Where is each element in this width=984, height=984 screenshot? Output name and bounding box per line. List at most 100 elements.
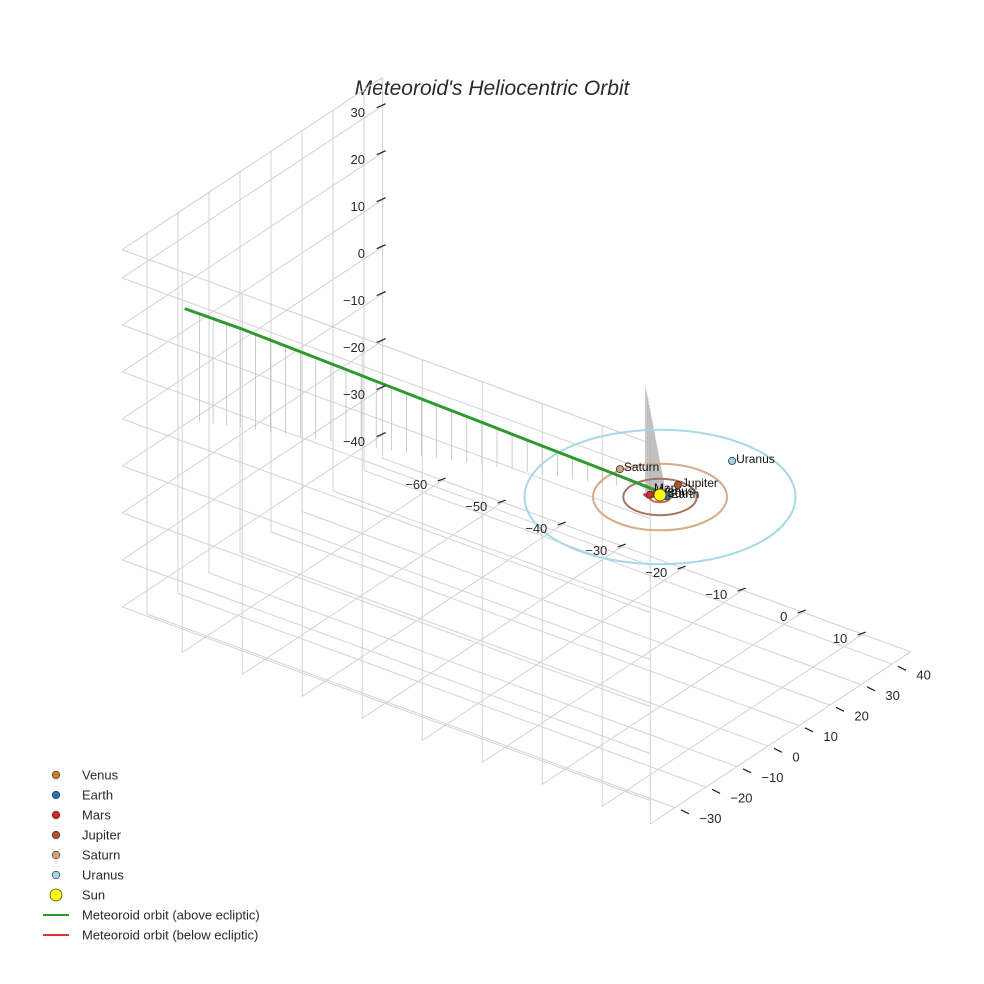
- grid-line: [332, 490, 862, 686]
- grid-line: [208, 572, 738, 768]
- legend-label: Earth: [82, 788, 113, 803]
- tick-mark: [376, 103, 386, 109]
- grid-line: [361, 545, 623, 719]
- tick-label: 10: [823, 729, 837, 744]
- body-label: Uranus: [736, 452, 775, 466]
- legend-swatch: [51, 770, 61, 780]
- tick-label: −10: [705, 587, 727, 602]
- pane-edge: [649, 651, 911, 825]
- tick-label: −30: [343, 387, 365, 402]
- grid-line: [121, 105, 383, 279]
- tick-label: 20: [854, 709, 868, 724]
- legend-swatch: [51, 850, 61, 860]
- tick-label: −20: [343, 340, 365, 355]
- body-label: Earth: [671, 487, 700, 501]
- tick-label: 10: [351, 199, 365, 214]
- tick-label: −20: [730, 791, 752, 806]
- tick-label: −40: [343, 434, 365, 449]
- chart-title: Meteoroid's Heliocentric Orbit: [355, 77, 631, 100]
- tick-mark: [677, 565, 686, 570]
- legend-label: Jupiter: [82, 828, 122, 843]
- tick-label: 40: [916, 668, 930, 683]
- tick-mark: [376, 291, 386, 297]
- grid-line: [241, 501, 503, 675]
- legend-label: Saturn: [82, 848, 120, 863]
- grid-line: [121, 199, 383, 373]
- grid-layer: [121, 77, 911, 825]
- tick-label: −30: [585, 543, 607, 558]
- tick-label: 10: [833, 631, 847, 646]
- series-line: [184, 307, 659, 493]
- body-label: Saturn: [624, 460, 659, 474]
- tick-mark: [557, 521, 566, 526]
- tick-mark: [857, 631, 866, 636]
- body-marker: [728, 456, 737, 465]
- tick-label: 0: [792, 750, 799, 765]
- grid-line: [122, 606, 651, 801]
- legend-swatch: [51, 870, 61, 880]
- grid-line: [122, 559, 651, 754]
- grid-line: [301, 523, 563, 697]
- tick-mark: [835, 706, 845, 712]
- tick-labels: −60 −50 −40 −30 −20 −10 0 10 −30 −20 −10 0 10 20 30 40 −…: [343, 103, 931, 826]
- tick-mark: [437, 477, 446, 482]
- body-marker: [673, 480, 682, 489]
- grid-line: [121, 293, 383, 467]
- tick-mark: [376, 244, 386, 250]
- tick-mark: [773, 747, 783, 753]
- grid-line: [121, 387, 383, 561]
- tick-mark: [376, 432, 386, 438]
- tick-mark: [897, 665, 907, 671]
- legend-label: Mars: [82, 808, 111, 823]
- grid-line: [301, 511, 831, 706]
- tick-label: −10: [343, 293, 365, 308]
- tick-mark: [866, 686, 876, 692]
- tick-label: −10: [761, 770, 783, 785]
- orbit-ellipse: [622, 477, 698, 517]
- legend-label: Sun: [82, 888, 105, 903]
- tick-label: 20: [351, 152, 365, 167]
- tick-label: 30: [351, 105, 365, 120]
- tick-mark: [804, 727, 814, 733]
- tick-label: −40: [525, 521, 547, 536]
- grid-line: [146, 613, 676, 809]
- tick-mark: [617, 543, 626, 548]
- tick-label: −30: [699, 811, 721, 826]
- orbit-ellipse: [592, 462, 728, 532]
- grid-line: [541, 611, 803, 785]
- grid-line: [121, 152, 383, 326]
- grid-line: [122, 371, 651, 566]
- tick-label: 30: [885, 688, 899, 703]
- grid-line: [122, 324, 651, 519]
- tick-label: −50: [465, 499, 487, 514]
- grid-line: [421, 567, 683, 741]
- pane-edge: [121, 77, 383, 251]
- body-marker: [646, 490, 655, 499]
- legend-label: Uranus: [82, 868, 124, 883]
- grid-line: [121, 434, 383, 608]
- tick-label: −20: [645, 565, 667, 580]
- grid-line: [121, 340, 383, 514]
- legend-swatch: [51, 810, 61, 820]
- tick-mark: [742, 768, 752, 774]
- grid-line: [122, 418, 651, 613]
- body-label: Sun: [667, 486, 688, 500]
- grid-line: [363, 470, 893, 665]
- tick-mark: [497, 499, 506, 504]
- grid-line: [481, 589, 743, 763]
- tick-label: 0: [780, 609, 787, 624]
- grid-line: [122, 512, 651, 707]
- legend-label: Meteoroid orbit (above ecliptic): [82, 908, 260, 923]
- planet-orbits: [523, 428, 797, 566]
- legend-swatch: [49, 888, 63, 902]
- tick-mark: [376, 197, 386, 203]
- legend: Venus Earth Mars Jupiter Saturn Uranus Sun Mete…: [43, 768, 260, 943]
- body-marker: [653, 488, 667, 502]
- tick-label: −60: [405, 477, 427, 492]
- tick-mark: [376, 385, 386, 391]
- tick-mark: [711, 788, 721, 794]
- grid-line: [181, 479, 443, 653]
- tick-mark: [376, 338, 386, 344]
